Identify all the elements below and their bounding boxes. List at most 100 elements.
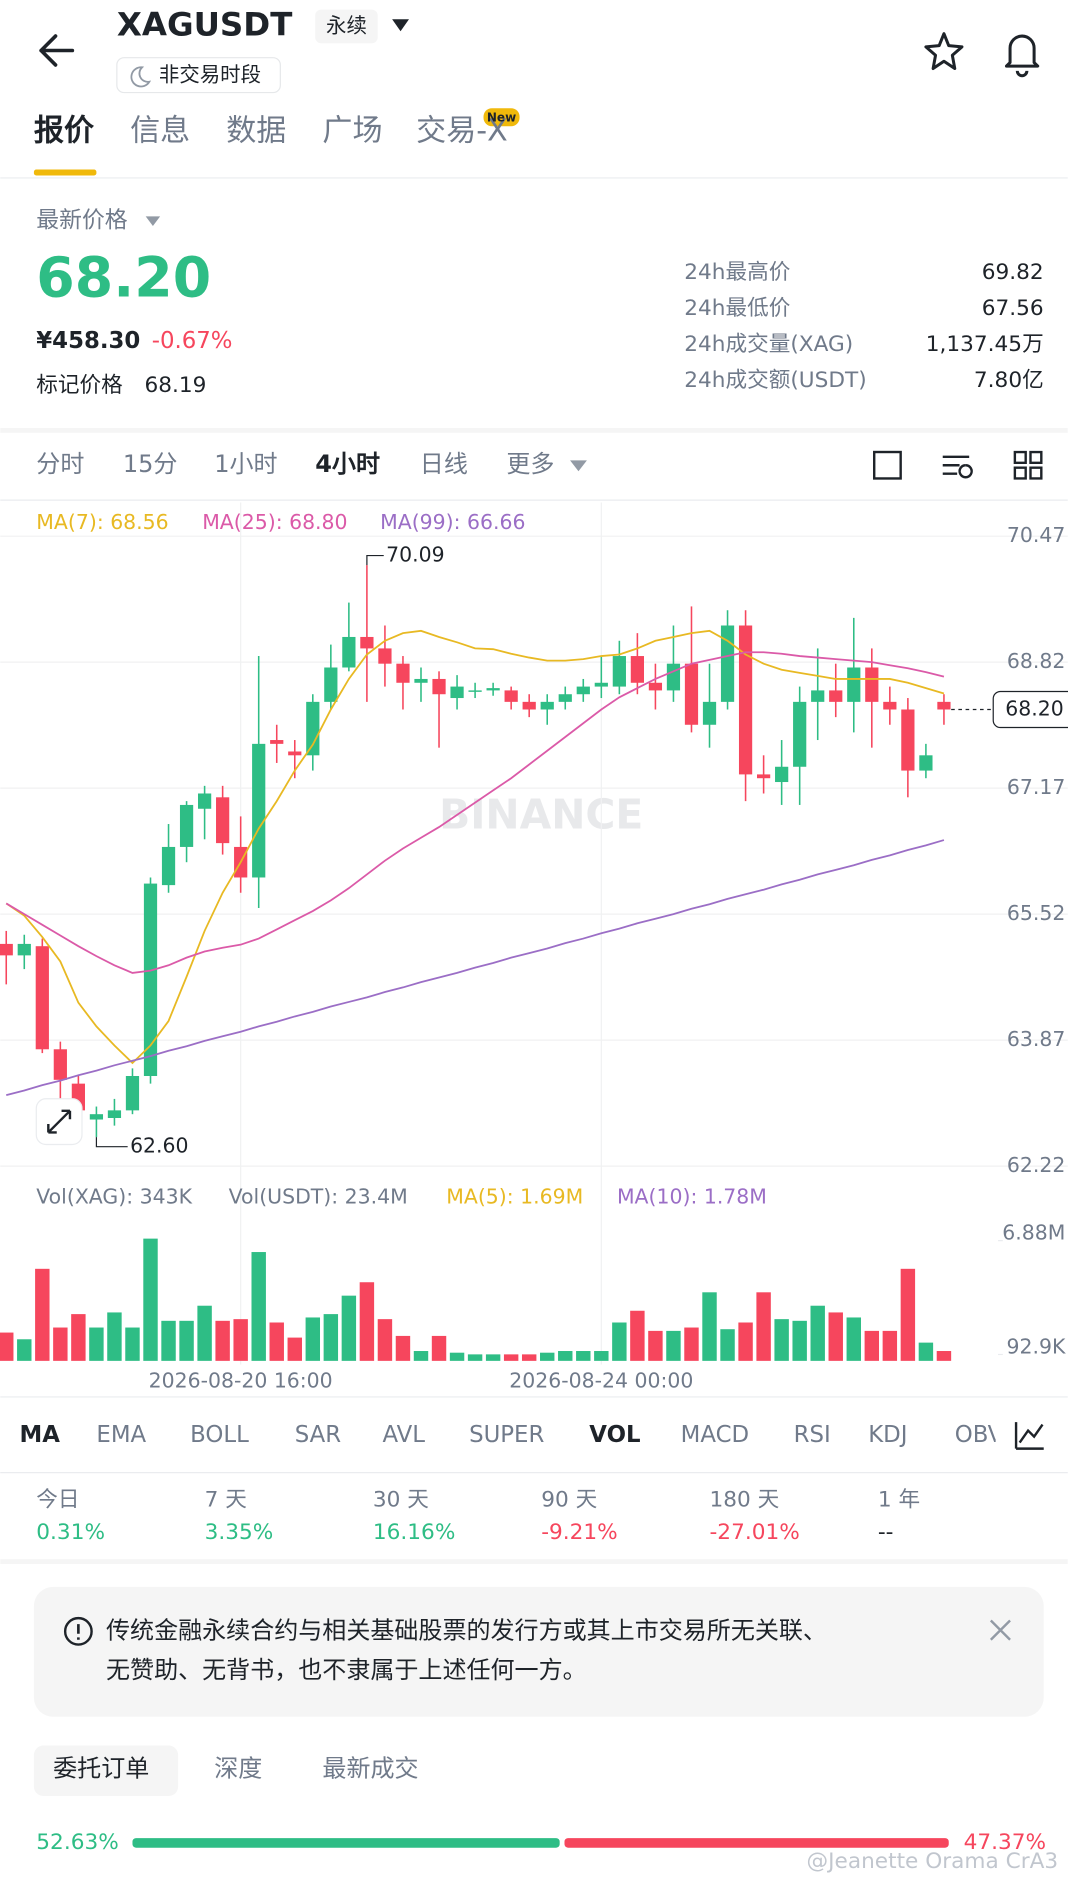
volume-bar: [630, 1310, 645, 1361]
volume-bar: [125, 1327, 140, 1361]
performance-period: 30 天: [373, 1487, 429, 1512]
candle-body: [594, 682, 608, 687]
volume-bar: [431, 1335, 447, 1361]
tool-layout[interactable]: [1013, 450, 1043, 480]
volume-bar: [269, 1322, 284, 1361]
volume-bar: [0, 1332, 14, 1361]
performance-value: --: [878, 1520, 894, 1545]
volume-bar: [738, 1322, 753, 1361]
candle-body: [0, 943, 13, 956]
timeframe-tab[interactable]: 更多: [506, 450, 554, 478]
watermark: @Jeanette Orama CrA3: [807, 1849, 1059, 1874]
volume-bar: [648, 1330, 663, 1361]
symbol-dropdown[interactable]: [392, 19, 409, 32]
ma-legend: MA(7): 68.56: [36, 510, 168, 534]
price-change: -0.67%: [152, 328, 233, 354]
candle-body: [143, 883, 158, 1077]
candle-body: [450, 686, 464, 699]
stat-label: 24h最低价: [684, 296, 790, 321]
nav-tab[interactable]: 广场: [322, 114, 382, 149]
candle-body: [414, 678, 428, 683]
indicator-tab[interactable]: VOL: [589, 1422, 640, 1448]
timeframe-tab[interactable]: 1小时: [214, 450, 277, 478]
order-tab[interactable]: 深度: [214, 1755, 262, 1783]
notice-box: [33, 1586, 1044, 1717]
volume-bar: [467, 1354, 483, 1361]
volume-bar: [305, 1317, 321, 1361]
volume-bar: [918, 1342, 934, 1361]
nav-tab[interactable]: 交易-X: [416, 114, 508, 149]
nav-tab[interactable]: 报价: [34, 114, 95, 149]
volume-bar: [179, 1320, 194, 1361]
moon-icon: [130, 66, 152, 88]
mark-price: 68.19: [144, 373, 206, 398]
indicator-tab[interactable]: SAR: [295, 1422, 342, 1448]
volume-bar: [359, 1282, 375, 1361]
notice-text: 无赞助、无背书，也不隶属于上述任何一方。: [106, 1656, 587, 1684]
candle-body: [396, 663, 410, 683]
max-label: 70.09: [386, 543, 444, 567]
sell-ratio-label: 47.37%: [964, 1830, 1046, 1855]
timeframe-tab[interactable]: 4小时: [315, 450, 380, 478]
watermark: BINANCE: [439, 790, 643, 838]
sell-ratio-bar: [564, 1838, 949, 1848]
volume-bar: [828, 1312, 843, 1361]
nav-tab[interactable]: 信息: [130, 114, 190, 149]
ma-legend: MA(99): 66.66: [380, 510, 525, 534]
performance-period: 7 天: [205, 1487, 247, 1512]
timeframe-tab[interactable]: 分时: [36, 450, 84, 478]
candle-body: [630, 656, 644, 683]
tool-settings[interactable]: [942, 455, 973, 479]
order-tab[interactable]: 委托订单: [53, 1755, 149, 1783]
indicator-tab[interactable]: MACD: [681, 1422, 749, 1448]
stat-value: 67.56: [982, 296, 1044, 321]
candle-body: [576, 686, 590, 695]
candle-body: [811, 690, 825, 702]
candle-body: [666, 663, 681, 691]
indicator-tab[interactable]: RSI: [794, 1422, 831, 1448]
volume-bar: [720, 1329, 735, 1361]
indicator-tab[interactable]: EMA: [96, 1422, 146, 1448]
ma-line: [5, 629, 945, 1065]
alert-button[interactable]: [1004, 34, 1040, 78]
price-dropdown[interactable]: [145, 216, 161, 227]
timeframe-tab[interactable]: 15分: [123, 450, 178, 478]
min-marker: [95, 1137, 128, 1148]
volume-bar: [35, 1268, 50, 1361]
indicator-settings[interactable]: [1014, 1422, 1044, 1450]
timeframe-tab[interactable]: 日线: [420, 450, 468, 478]
candle-body: [288, 751, 302, 756]
notice-close[interactable]: [989, 1619, 1011, 1641]
nav-tab[interactable]: 数据: [226, 114, 286, 149]
ma-legend: MA(25): 68.80: [202, 510, 347, 534]
indicator-tab[interactable]: SUPER: [469, 1422, 544, 1448]
back-button[interactable]: [39, 34, 75, 67]
volume-bar: [17, 1339, 32, 1361]
volume-bar: [233, 1319, 248, 1361]
indicator-tab[interactable]: MA: [19, 1422, 60, 1448]
candle-body: [738, 625, 753, 775]
volume-bar: [882, 1330, 898, 1361]
divider: [0, 427, 1068, 433]
indicator-tab[interactable]: BOLL: [190, 1422, 249, 1448]
stat-label: 24h最高价: [684, 260, 790, 285]
volume-bar: [774, 1319, 789, 1361]
indicator-tab[interactable]: AVL: [383, 1422, 426, 1448]
order-tab[interactable]: 最新成交: [322, 1755, 418, 1783]
candle-body: [829, 690, 843, 702]
indicator-tab[interactable]: OBV: [955, 1422, 1004, 1448]
candle-body: [937, 701, 951, 710]
y-tick-label: 63.87: [1007, 1027, 1065, 1051]
volume-bar: [594, 1351, 609, 1361]
candle-body: [107, 1110, 122, 1118]
volume-bar: [413, 1351, 429, 1361]
favorite-button[interactable]: [924, 32, 964, 71]
indicator-tab[interactable]: KDJ: [868, 1422, 907, 1448]
stat-value: 7.80亿: [974, 368, 1044, 393]
volume-bar: [341, 1295, 357, 1361]
tool-fullscreen[interactable]: [873, 450, 902, 480]
volume-bar: [936, 1351, 952, 1361]
more-dropdown[interactable]: [570, 460, 587, 472]
